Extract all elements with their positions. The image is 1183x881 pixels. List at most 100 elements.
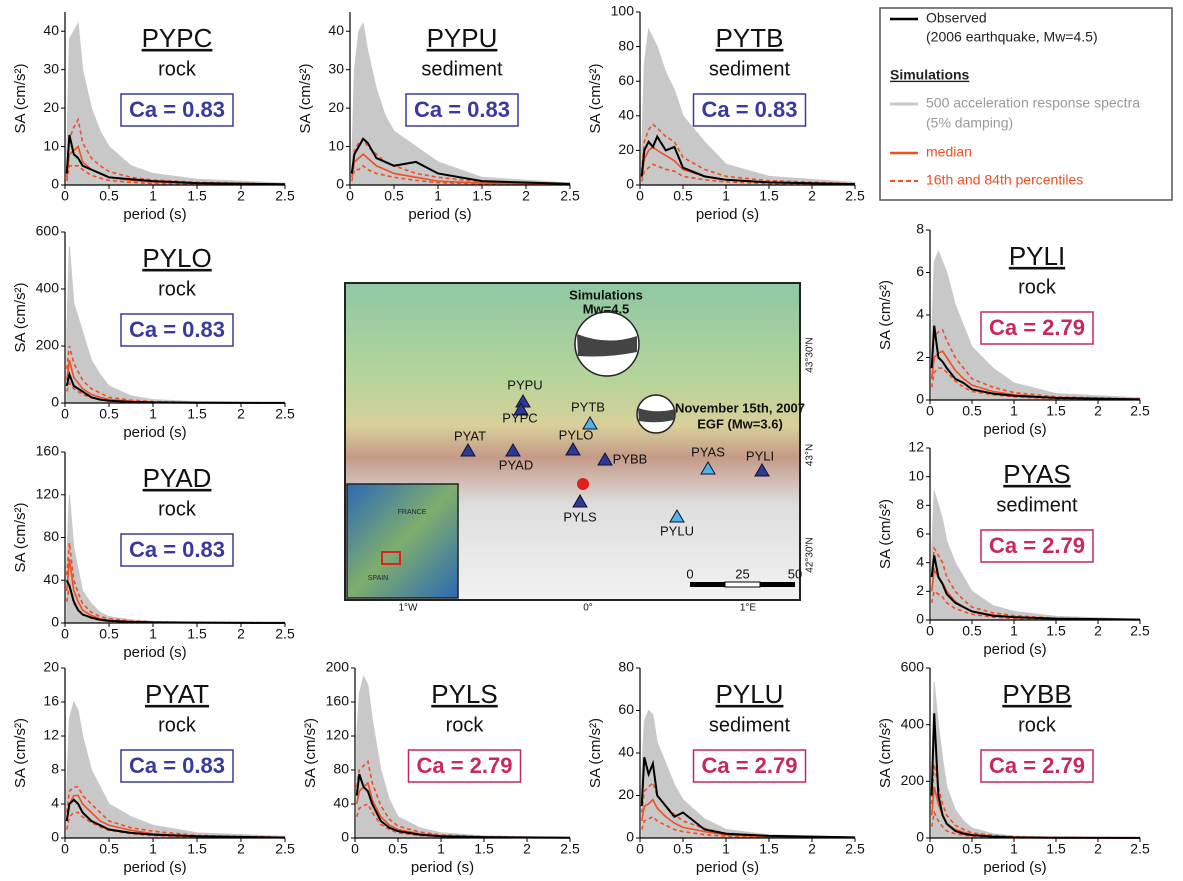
percentile-line	[350, 137, 571, 186]
scale-bar	[760, 582, 795, 587]
station-label: PYLS	[563, 509, 597, 524]
y-tick-label: 0	[51, 394, 59, 410]
x-tick-label: 1	[722, 188, 730, 204]
x-tick-label: 0	[926, 403, 934, 419]
y-axis-label: SA (cm/s²)	[297, 63, 314, 133]
y-tick-label: 160	[36, 443, 60, 459]
observed-line	[930, 555, 1141, 621]
y-tick-label: 30	[43, 60, 59, 76]
x-tick-label: 0	[61, 841, 69, 857]
ca-label: Ca = 2.79	[989, 533, 1085, 558]
percentile-line	[65, 164, 286, 186]
y-tick-label: 0	[51, 176, 59, 192]
simulation-envelope	[931, 249, 1141, 401]
latitude-label: 43°N	[805, 444, 816, 466]
ca-box	[692, 749, 807, 783]
x-tick-label: 0	[926, 841, 934, 857]
x-tick-label: 0.5	[99, 406, 119, 422]
x-tick-label: 1	[722, 841, 730, 857]
x-axis-label: period (s)	[123, 859, 186, 876]
site-type: rock	[1018, 276, 1057, 298]
simulation-envelope	[351, 22, 571, 186]
y-tick-label: 80	[333, 761, 349, 777]
ca-label: Ca = 0.83	[129, 317, 225, 342]
x-tick-label: 0	[636, 841, 644, 857]
x-tick-label: 1.5	[474, 841, 494, 857]
median-line	[350, 153, 571, 186]
y-tick-label: 600	[901, 659, 925, 675]
percentile-line	[930, 809, 1141, 839]
ca-box	[120, 533, 234, 567]
station-label: PYPC	[502, 410, 537, 425]
x-tick-label: 1	[1010, 841, 1018, 857]
observed-line	[930, 325, 1141, 401]
y-axis-label: SA (cm/s²)	[12, 63, 29, 133]
x-axis-label: period (s)	[408, 206, 471, 223]
scale-label: 25	[735, 566, 749, 581]
latitude-label: 43°30'N	[805, 337, 816, 372]
simulation-envelope	[641, 27, 856, 186]
y-tick-label: 8	[916, 496, 924, 512]
percentile-line	[65, 117, 286, 186]
map-annotation: Simulations	[569, 287, 643, 302]
y-axis-label: SA (cm/s²)	[587, 718, 604, 788]
site-type: rock	[1018, 714, 1057, 736]
y-tick-label: 0	[341, 829, 349, 845]
station-label: PYLI	[746, 448, 774, 463]
y-tick-label: 20	[618, 141, 634, 157]
y-tick-label: 2	[916, 348, 924, 364]
y-tick-label: 0	[626, 176, 634, 192]
x-tick-label: 0	[636, 188, 644, 204]
y-axis-label: SA (cm/s²)	[877, 499, 894, 569]
x-tick-label: 1.5	[187, 841, 207, 857]
y-axis-label: SA (cm/s²)	[877, 280, 894, 350]
ca-box	[120, 313, 234, 347]
x-tick-label: 0.5	[99, 188, 119, 204]
x-tick-label: 2.5	[560, 188, 580, 204]
station-title: PYTB	[716, 23, 784, 53]
y-tick-label: 0	[626, 829, 634, 845]
x-tick-label: 2	[237, 188, 245, 204]
observed-line	[640, 134, 856, 186]
y-tick-label: 100	[611, 3, 635, 19]
y-axis-label: SA (cm/s²)	[12, 718, 29, 788]
station-title: PYAS	[1003, 459, 1070, 489]
site-type: rock	[158, 714, 197, 736]
x-axis-label: period (s)	[411, 859, 474, 876]
longitude-label: 0°	[583, 603, 593, 614]
y-tick-label: 400	[36, 280, 60, 296]
y-tick-label: 0	[916, 611, 924, 627]
station-marker	[754, 463, 770, 477]
legend-label: Observed	[926, 10, 987, 26]
y-tick-label: 4	[51, 795, 59, 811]
station-label: PYLU	[660, 523, 694, 538]
map-annotation: November 15th, 2007	[675, 400, 805, 415]
x-tick-label: 2	[808, 188, 816, 204]
x-tick-label: 1	[149, 626, 157, 642]
y-tick-label: 60	[618, 701, 634, 717]
x-tick-label: 2	[237, 841, 245, 857]
y-tick-label: 600	[36, 223, 60, 239]
y-tick-label: 20	[43, 659, 59, 675]
y-tick-label: 200	[901, 772, 925, 788]
x-tick-label: 1	[149, 406, 157, 422]
longitude-label: 1°E	[740, 603, 757, 614]
y-tick-label: 0	[336, 176, 344, 192]
station-title: PYBB	[1002, 679, 1071, 709]
y-axis-label: SA (cm/s²)	[587, 63, 604, 133]
x-tick-label: 2	[237, 406, 245, 422]
x-axis-label: period (s)	[983, 641, 1046, 658]
y-tick-label: 200	[326, 659, 350, 675]
station-marker	[597, 452, 613, 466]
scale-bar	[724, 581, 761, 588]
x-tick-label: 0	[351, 841, 359, 857]
map-annotation: EGF (Mw=3.6)	[697, 416, 783, 431]
chart: 0 10 20 30 40 0 0.5 1 1.5 2 2.5 period (s) SA (cm/s²…	[12, 12, 295, 223]
scale-bar	[690, 582, 725, 587]
beach-ball	[636, 394, 676, 434]
ca-label: Ca = 2.79	[701, 753, 797, 778]
ca-box	[980, 749, 1094, 783]
x-tick-label: 2.5	[845, 188, 865, 204]
legend-note: (5% damping)	[926, 115, 1013, 131]
ca-box	[407, 749, 522, 783]
